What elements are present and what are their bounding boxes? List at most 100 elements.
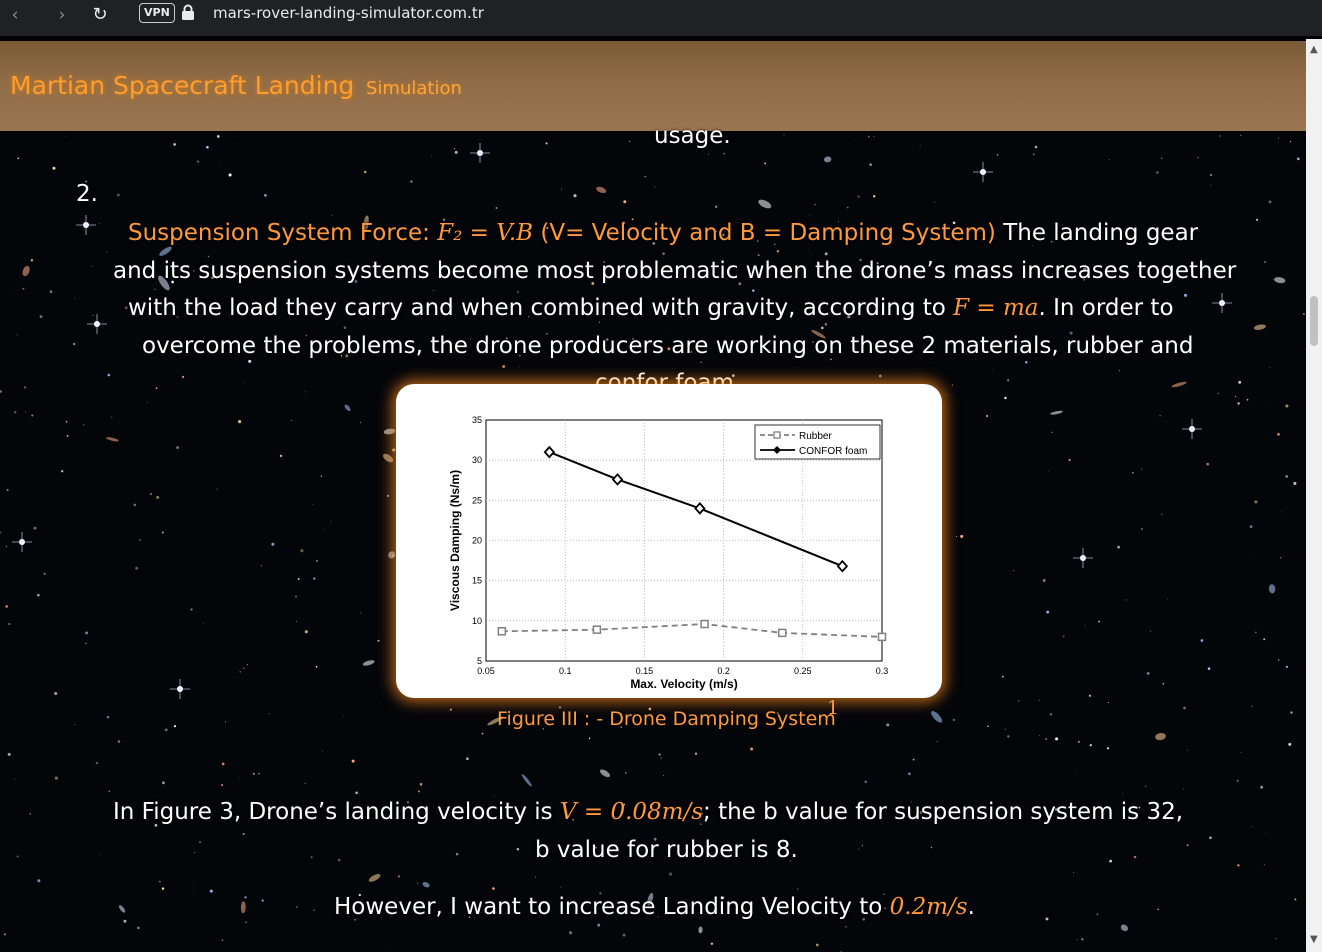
chevron-left-icon[interactable]: ‹ <box>11 5 19 25</box>
site-brand[interactable]: Martian Spacecraft Landing <box>10 71 355 100</box>
star-dot <box>1288 742 1292 746</box>
address-bar[interactable]: mars-rover-landing-simulator.com.tr <box>213 4 484 22</box>
star-dot <box>1264 260 1267 263</box>
star-dot <box>1118 370 1120 372</box>
star-dot <box>1081 938 1084 941</box>
star-dot <box>133 503 137 507</box>
galaxy <box>487 716 504 726</box>
star-dot <box>221 939 224 942</box>
star-dot <box>1294 898 1297 901</box>
line3-b: . In order to <box>1038 295 1174 321</box>
star-dot <box>1007 735 1010 738</box>
star-dot <box>1018 700 1020 702</box>
star-dot <box>1045 738 1048 741</box>
star-dot <box>279 454 283 458</box>
star-dot <box>108 790 111 792</box>
scroll-up-icon[interactable]: ▲ <box>1310 44 1318 55</box>
star-dot <box>296 620 297 622</box>
star-dot <box>560 886 562 888</box>
star-dot <box>569 931 573 935</box>
star-dot <box>598 321 600 323</box>
vpn-badge[interactable]: VPN <box>139 3 175 23</box>
star-dot <box>876 262 879 265</box>
star-dot <box>572 818 574 821</box>
star-dot <box>1125 599 1127 601</box>
star-dot <box>154 823 158 827</box>
page-content: Martian Spacecraft Landing Simulation <box>0 39 1306 952</box>
star-dot <box>1269 402 1271 404</box>
star-dot <box>410 180 413 183</box>
star-dot <box>1272 278 1274 280</box>
star-dot <box>622 221 625 225</box>
star-dot <box>17 157 20 160</box>
star-dot <box>264 194 267 197</box>
star-dot <box>206 145 209 149</box>
previous-text-tail: usage. <box>654 123 731 149</box>
star-dot <box>1054 808 1058 811</box>
star-dot <box>783 134 785 136</box>
star-dot <box>752 289 755 292</box>
star-dot <box>331 214 333 216</box>
star-dot <box>662 252 665 255</box>
figure-footnote[interactable]: 1 <box>827 697 840 719</box>
star-dot <box>658 753 661 756</box>
star-dot <box>502 365 506 368</box>
chevron-right-icon[interactable]: › <box>58 5 66 25</box>
star-dot <box>1150 630 1151 632</box>
reload-icon[interactable]: ↻ <box>92 4 108 25</box>
star-dot <box>233 135 235 137</box>
star-dot <box>527 315 530 318</box>
star-dot <box>561 188 562 190</box>
star-dot <box>535 876 536 878</box>
star-dot <box>919 145 921 147</box>
x-axis-label: Max. Velocity (m/s) <box>630 677 737 691</box>
star-dot <box>260 564 263 567</box>
star-dot <box>546 226 549 230</box>
star-dot <box>1162 682 1165 685</box>
star-dot <box>193 887 195 889</box>
star-dot <box>694 752 698 755</box>
item-label: Suspension System Force: <box>128 220 438 246</box>
star-dot <box>243 667 245 669</box>
scroll-down-icon[interactable]: ▼ <box>1310 934 1318 945</box>
nav-simulation[interactable]: Simulation <box>366 78 462 99</box>
star-dot <box>224 721 226 723</box>
galaxy <box>158 275 170 291</box>
galaxy <box>1050 410 1063 415</box>
star-dot <box>1252 554 1254 556</box>
star-dot <box>6 488 9 492</box>
lock-icon[interactable] <box>181 4 195 20</box>
figure-card: 0.05 0.1 0.15 0.2 0.25 0.3 5 10 15 20 25 30 35 Max. V… <box>396 384 942 698</box>
star-dot <box>837 221 839 223</box>
star-dot <box>52 166 56 170</box>
line1-tail: The landing gear <box>995 220 1199 246</box>
star-dot <box>211 276 215 280</box>
star-dot <box>854 139 856 141</box>
star-dot <box>648 707 652 711</box>
star-dot <box>1068 459 1071 462</box>
star-dot <box>5 545 8 548</box>
x-tick-label: 0.2 <box>717 666 730 676</box>
star-dot <box>774 243 776 245</box>
star-dot <box>1039 735 1040 737</box>
galaxy <box>382 453 394 463</box>
star-dot <box>1031 245 1034 247</box>
page-scrollbar[interactable] <box>1306 39 1322 952</box>
rubber-point <box>592 625 602 634</box>
star-dot <box>216 135 220 138</box>
star-dot <box>193 852 195 854</box>
star-dot <box>808 214 810 216</box>
scrollbar-thumb[interactable] <box>1310 296 1318 346</box>
star-dot <box>705 230 708 233</box>
galaxy <box>388 551 396 559</box>
star-dot <box>873 195 876 198</box>
star-dot <box>1083 267 1087 271</box>
star-dot <box>884 907 886 909</box>
star-dot <box>1014 347 1016 349</box>
star-dot <box>637 373 639 375</box>
star-dot <box>124 306 128 310</box>
star-dot <box>1001 675 1004 678</box>
star-dot <box>30 259 34 262</box>
galaxy <box>647 892 654 906</box>
star-dot <box>1084 625 1086 626</box>
